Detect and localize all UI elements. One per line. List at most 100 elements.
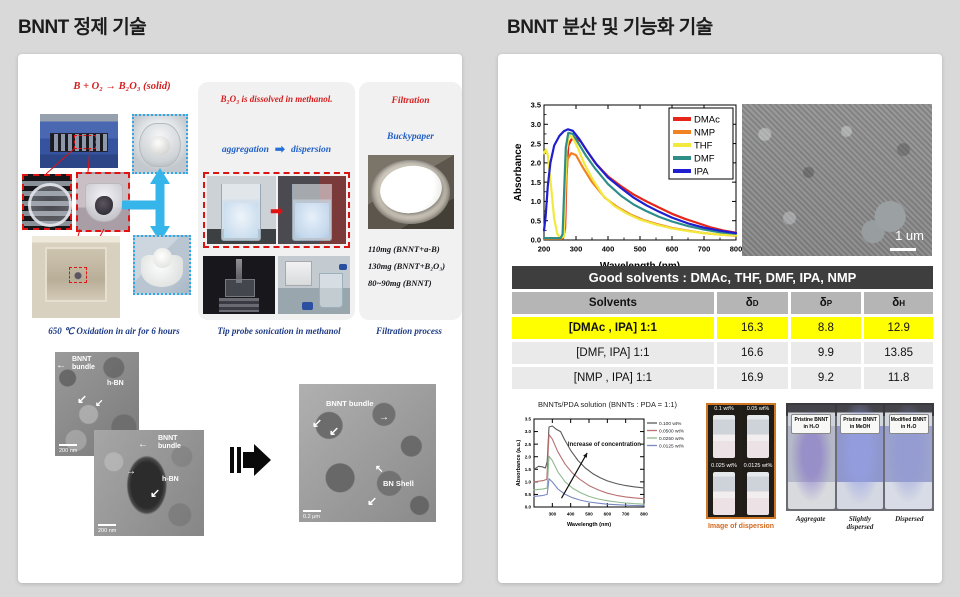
scale-label: 200 nm bbox=[98, 528, 117, 534]
filtration-section: Filtration Buckypaper 110mg (BNNT+a-B) 1… bbox=[359, 82, 462, 320]
svg-text:300: 300 bbox=[549, 512, 557, 517]
tem-label-bn-shell: BN Shell bbox=[383, 479, 414, 488]
svg-text:Absorbance: Absorbance bbox=[513, 143, 524, 201]
svg-text:500: 500 bbox=[585, 512, 593, 517]
purification-figure-card: B + O₂ → B₂O₃ (solid) bbox=[18, 54, 462, 583]
glass-dish bbox=[27, 183, 73, 227]
svg-text:0.5: 0.5 bbox=[525, 492, 532, 497]
small-vial bbox=[713, 471, 735, 515]
white-chunk bbox=[153, 248, 172, 269]
blue-clamp bbox=[338, 264, 348, 271]
concentration-spectra-chart: 300 400 500 600 700 800 0.0 0.5 1.0 1.5 2.0 2.5 3.0 3… bbox=[516, 417, 685, 528]
dispersion-label: dispersion bbox=[290, 144, 332, 155]
zoom-source-box bbox=[74, 135, 96, 149]
svg-text:Wavelength (nm): Wavelength (nm) bbox=[567, 522, 611, 528]
scale-label: 200 nm bbox=[59, 448, 78, 454]
sem-scale-bar bbox=[890, 248, 916, 251]
sem-image: 1 um bbox=[742, 104, 932, 256]
sample-vial: Pristine BNNT in H₂O bbox=[788, 405, 835, 509]
buckypaper-title: Buckypaper bbox=[387, 132, 434, 142]
red-arrow-icon: ➡ bbox=[270, 203, 283, 221]
svg-text:0.0: 0.0 bbox=[531, 236, 541, 245]
mass-list: 110mg (BNNT+a-B) 130mg (BNNT+B₂O₃) 80~90… bbox=[359, 241, 462, 292]
oxidized-crucible-photo bbox=[133, 235, 191, 295]
svg-text:Increase of concentration: Increase of concentration bbox=[568, 442, 641, 448]
svg-text:0.5: 0.5 bbox=[531, 216, 541, 225]
sem-scale-label: 1 um bbox=[895, 228, 924, 243]
left-panel-title: BNNT 정제 기술 bbox=[18, 17, 147, 38]
tem-label-bnnt-bundle: BNNT bundle bbox=[158, 435, 181, 451]
aggregated-beaker-photo bbox=[207, 176, 276, 244]
svg-text:400: 400 bbox=[567, 512, 575, 517]
sonication-section: B₂O₃ is dissolved in methanol. aggregati… bbox=[198, 82, 355, 320]
scale-bar bbox=[98, 524, 116, 526]
svg-text:300: 300 bbox=[570, 245, 583, 254]
arrow-icon: ↙ bbox=[77, 392, 88, 406]
vial-concentration-label: 0.0125 wt% bbox=[743, 463, 773, 469]
arrow-icon: ↙ bbox=[367, 494, 378, 508]
scale-bar bbox=[59, 444, 77, 446]
solvent-table-title: Good solvents : DMAc, THF, DMF, IPA, NMP bbox=[512, 266, 933, 289]
tem-label-bnnt-bundle: BNNT bundle bbox=[72, 356, 95, 372]
aggregation-label: aggregation bbox=[221, 144, 269, 155]
tem-image-before-2: BNNT bundle ← → h-BN ↙ 200 nm bbox=[94, 430, 204, 536]
buckypaper-photo bbox=[367, 155, 454, 229]
svg-text:Absorbance (a.u.): Absorbance (a.u.) bbox=[516, 440, 522, 487]
svg-text:2.0: 2.0 bbox=[525, 454, 532, 459]
table-cell: 9.2 bbox=[790, 367, 862, 389]
furnace-grill bbox=[50, 133, 108, 152]
svg-text:DMAc: DMAc bbox=[694, 115, 720, 126]
svg-text:700: 700 bbox=[622, 512, 630, 517]
svg-text:2.0: 2.0 bbox=[531, 159, 541, 168]
b2o3-chunk bbox=[150, 135, 170, 156]
right-arrow-icon: ➡ bbox=[274, 142, 285, 156]
table-header-cell: Solvents bbox=[512, 292, 714, 314]
arrow-icon: ↖ bbox=[375, 464, 384, 475]
table-cell: 8.8 bbox=[790, 317, 862, 339]
furnace-machine-photo bbox=[40, 114, 118, 168]
table-cell: 16.6 bbox=[716, 342, 788, 364]
process-split-arrow bbox=[122, 168, 170, 242]
dispersed-beaker-photo bbox=[277, 176, 346, 244]
tip-sonicator-photo bbox=[203, 256, 275, 314]
svg-text:0.0250 wt%: 0.0250 wt% bbox=[659, 436, 685, 442]
dispersion-vial-cell: 0.05 wt% bbox=[742, 405, 774, 460]
mass-line: 110mg (BNNT+a-B) bbox=[368, 244, 440, 254]
svg-text:1.5: 1.5 bbox=[531, 178, 541, 187]
sonicator-probe bbox=[236, 258, 242, 284]
arrow-icon: ↙ bbox=[95, 398, 104, 409]
sample-vial: Pristine BNNT in MeOH bbox=[836, 405, 884, 509]
arrow-icon: ↙ bbox=[312, 416, 323, 430]
glass-flask bbox=[319, 273, 343, 308]
svg-text:DMF: DMF bbox=[694, 154, 715, 165]
dispersion-vial-cell: 0.025 wt% bbox=[708, 462, 740, 517]
svg-text:3.0: 3.0 bbox=[531, 120, 541, 129]
dispersed-liquid bbox=[294, 203, 329, 238]
svg-text:3.0: 3.0 bbox=[525, 429, 532, 434]
dispersion-vial-cell: 0.1 wt% bbox=[708, 405, 740, 460]
pda-chart-title: BNNTs/PDA solution (BNNTs : PDA = 1:1) bbox=[538, 400, 678, 409]
tem-label-hbn: h-BN bbox=[107, 380, 124, 387]
table-cell: 9.9 bbox=[790, 342, 862, 364]
vial-grid-caption: Image of dispersion bbox=[707, 523, 775, 530]
sample-vial: Modified BNNT in H₂O bbox=[885, 405, 933, 509]
svg-text:200: 200 bbox=[538, 245, 551, 254]
arrow-icon: → bbox=[126, 466, 136, 477]
svg-text:600: 600 bbox=[666, 245, 679, 254]
sample-vial-caption: Slightly dispersed bbox=[846, 515, 874, 532]
dispersion-figure-card: 200 300 400 500 600 700 800 0.0 0.5 1.0 1.5 2.0 2.5 3… bbox=[498, 54, 942, 583]
arrow-icon: ← bbox=[138, 439, 148, 450]
arrow-icon: ↙ bbox=[150, 486, 161, 500]
svg-text:IPA: IPA bbox=[694, 167, 709, 178]
svg-text:700: 700 bbox=[698, 245, 711, 254]
step2-caption: Tip probe sonication in methanol bbox=[217, 326, 341, 336]
sample-zoom-box bbox=[68, 267, 87, 284]
svg-text:1.0: 1.0 bbox=[525, 479, 532, 484]
svg-text:0.0125 wt%: 0.0125 wt% bbox=[659, 443, 685, 449]
svg-text:NMP: NMP bbox=[694, 128, 715, 139]
dispersion-vial-cell: 0.0125 wt% bbox=[742, 462, 774, 517]
